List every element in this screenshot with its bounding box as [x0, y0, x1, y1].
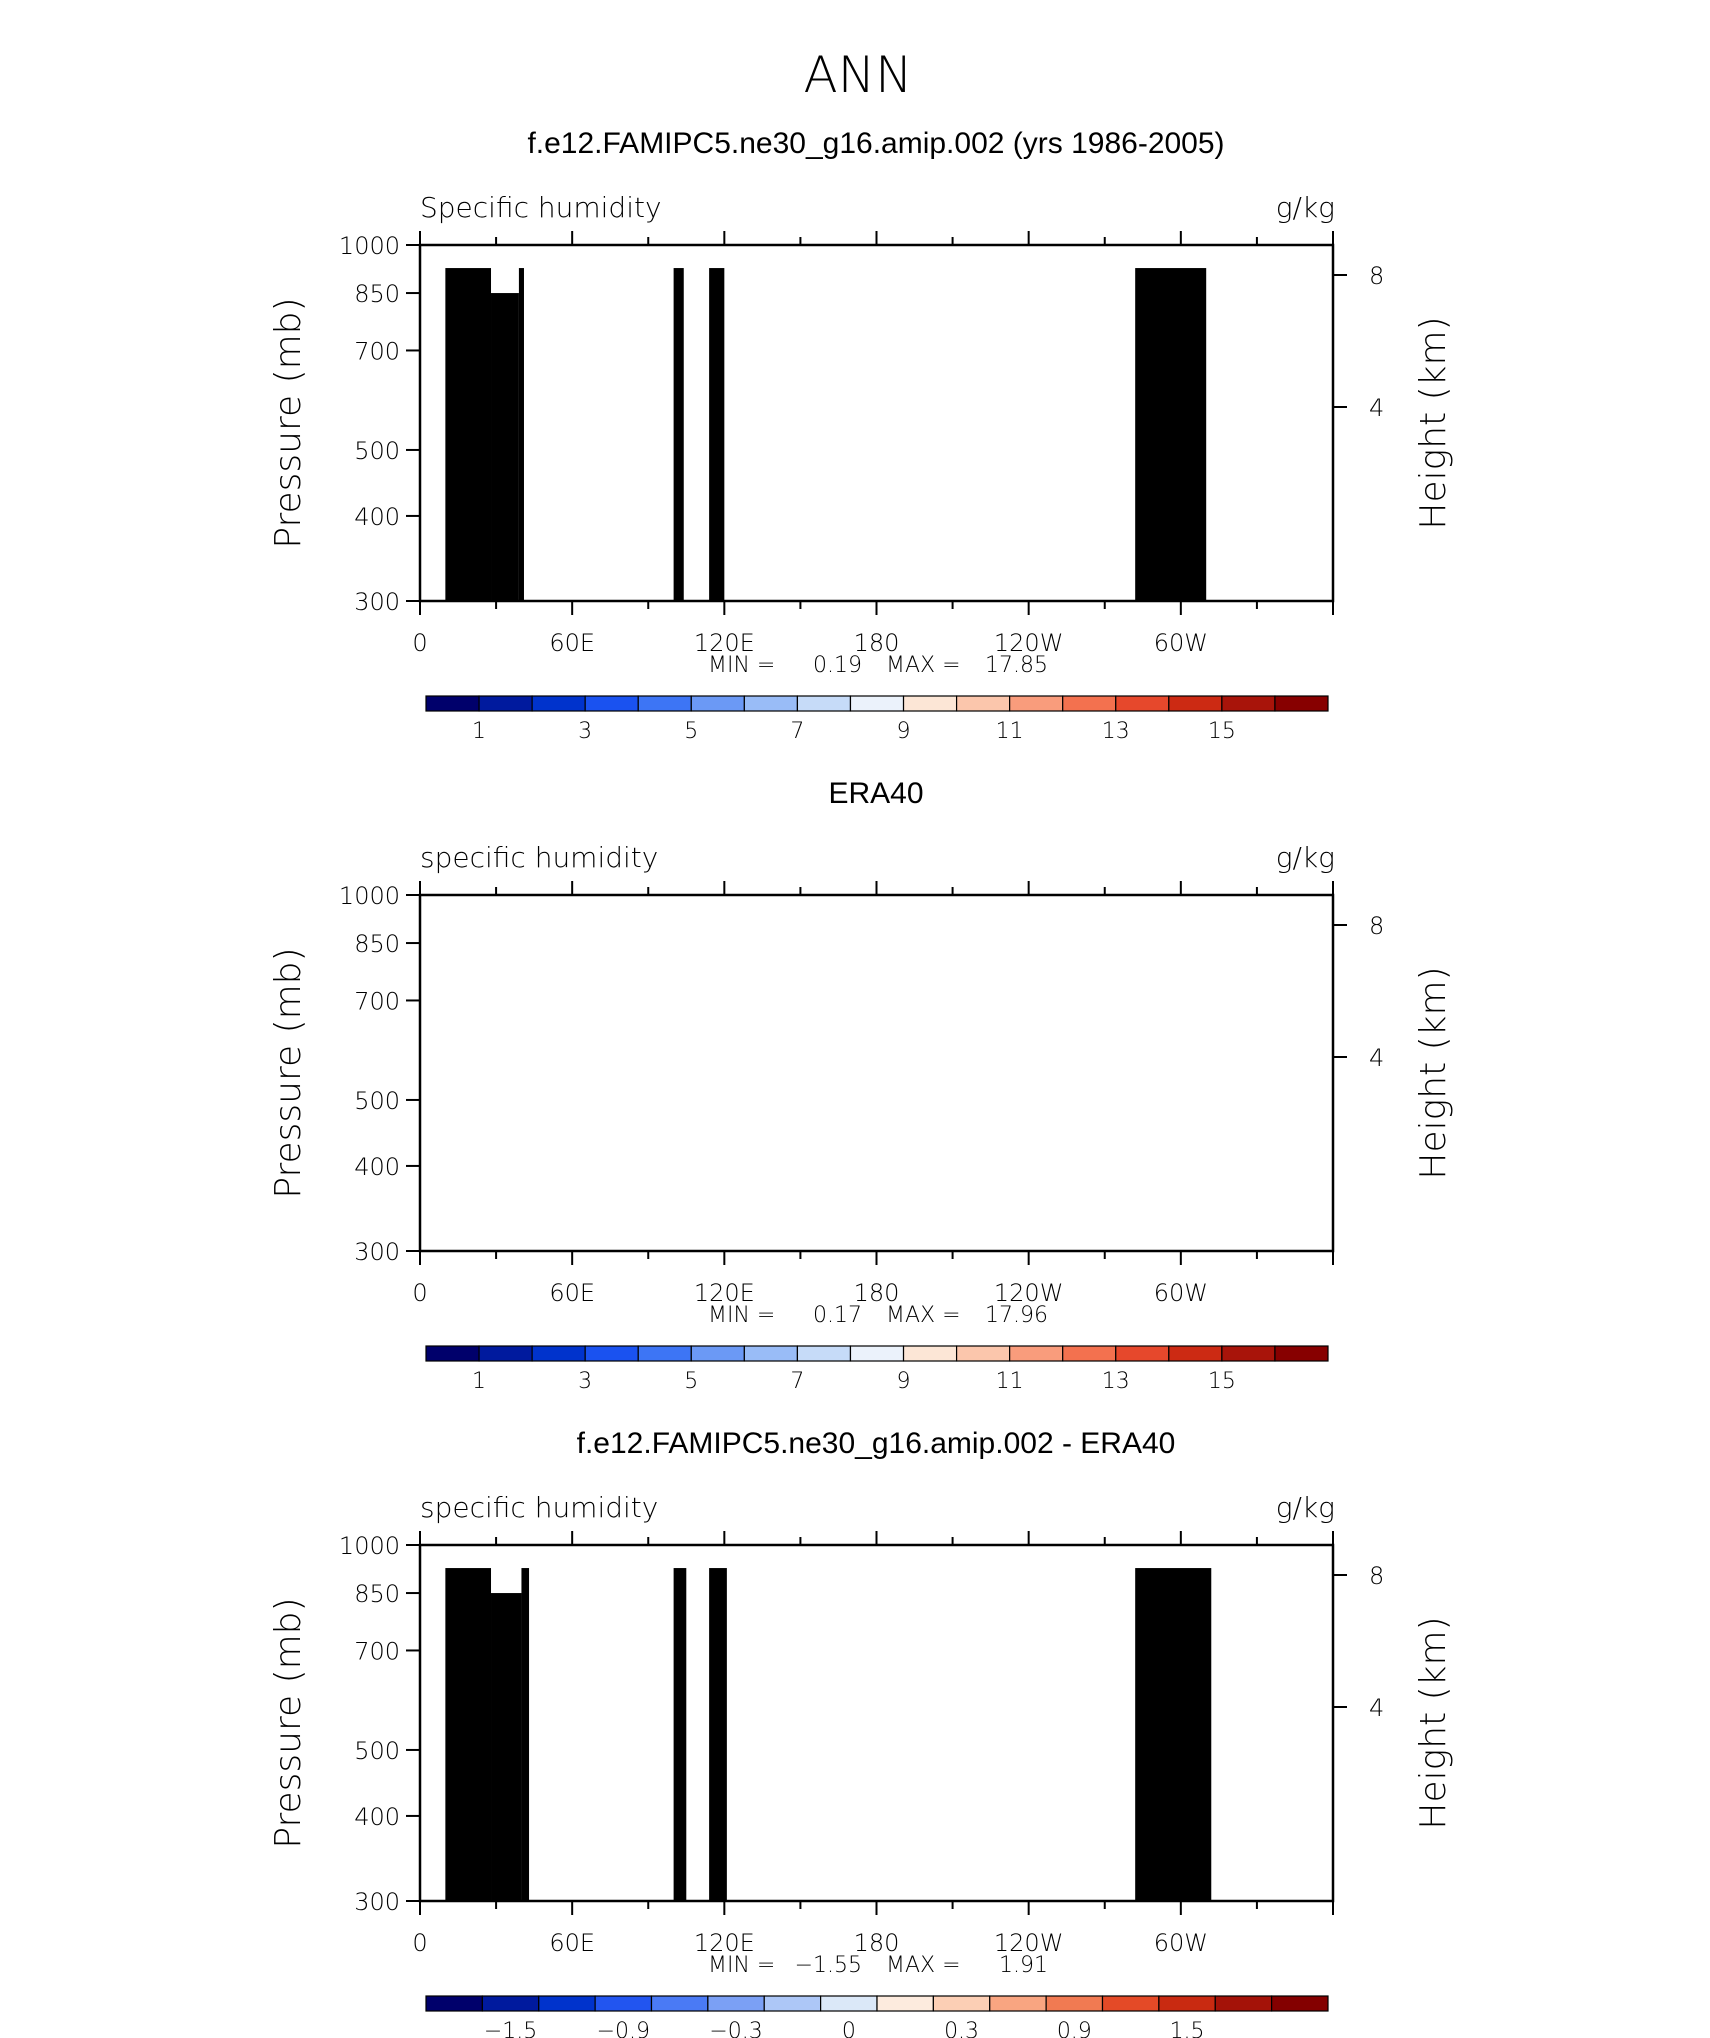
variable-label: Specific humidity [420, 191, 662, 224]
panel-title: f.e12.FAMIPC5.ne30_g16.amip.002 (yrs 198… [527, 127, 1224, 160]
panels: f.e12.FAMIPC5.ne30_g16.amip.002 (yrs 198… [268, 127, 1454, 2038]
figure-title: ANN [803, 46, 912, 104]
units-label: g/kg [1276, 191, 1335, 224]
panel-1: f.e12.FAMIPC5.ne30_g16.amip.002 (yrs 198… [268, 127, 1454, 744]
